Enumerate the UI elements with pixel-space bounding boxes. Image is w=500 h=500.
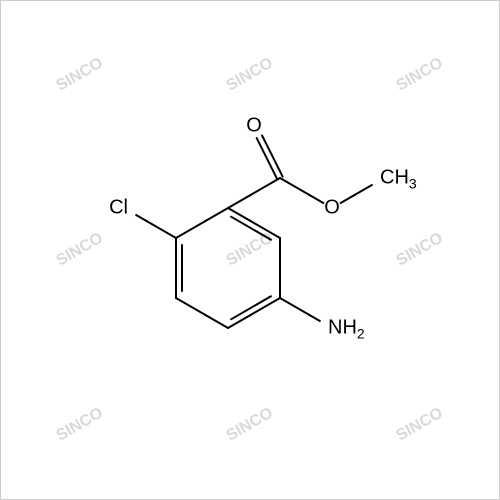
- atom-label-nh2: NH2: [328, 317, 365, 340]
- atom-label-odbl: O: [246, 115, 262, 138]
- atom-label-osgl: O: [324, 197, 340, 220]
- molecule-bonds: [0, 0, 500, 500]
- atom-label-ch3: CH3: [380, 167, 417, 190]
- image-canvas: SINCOSINCOSINCOSINCOSINCOSINCOSINCOSINCO…: [0, 0, 500, 500]
- atom-label-cl: Cl: [109, 197, 128, 220]
